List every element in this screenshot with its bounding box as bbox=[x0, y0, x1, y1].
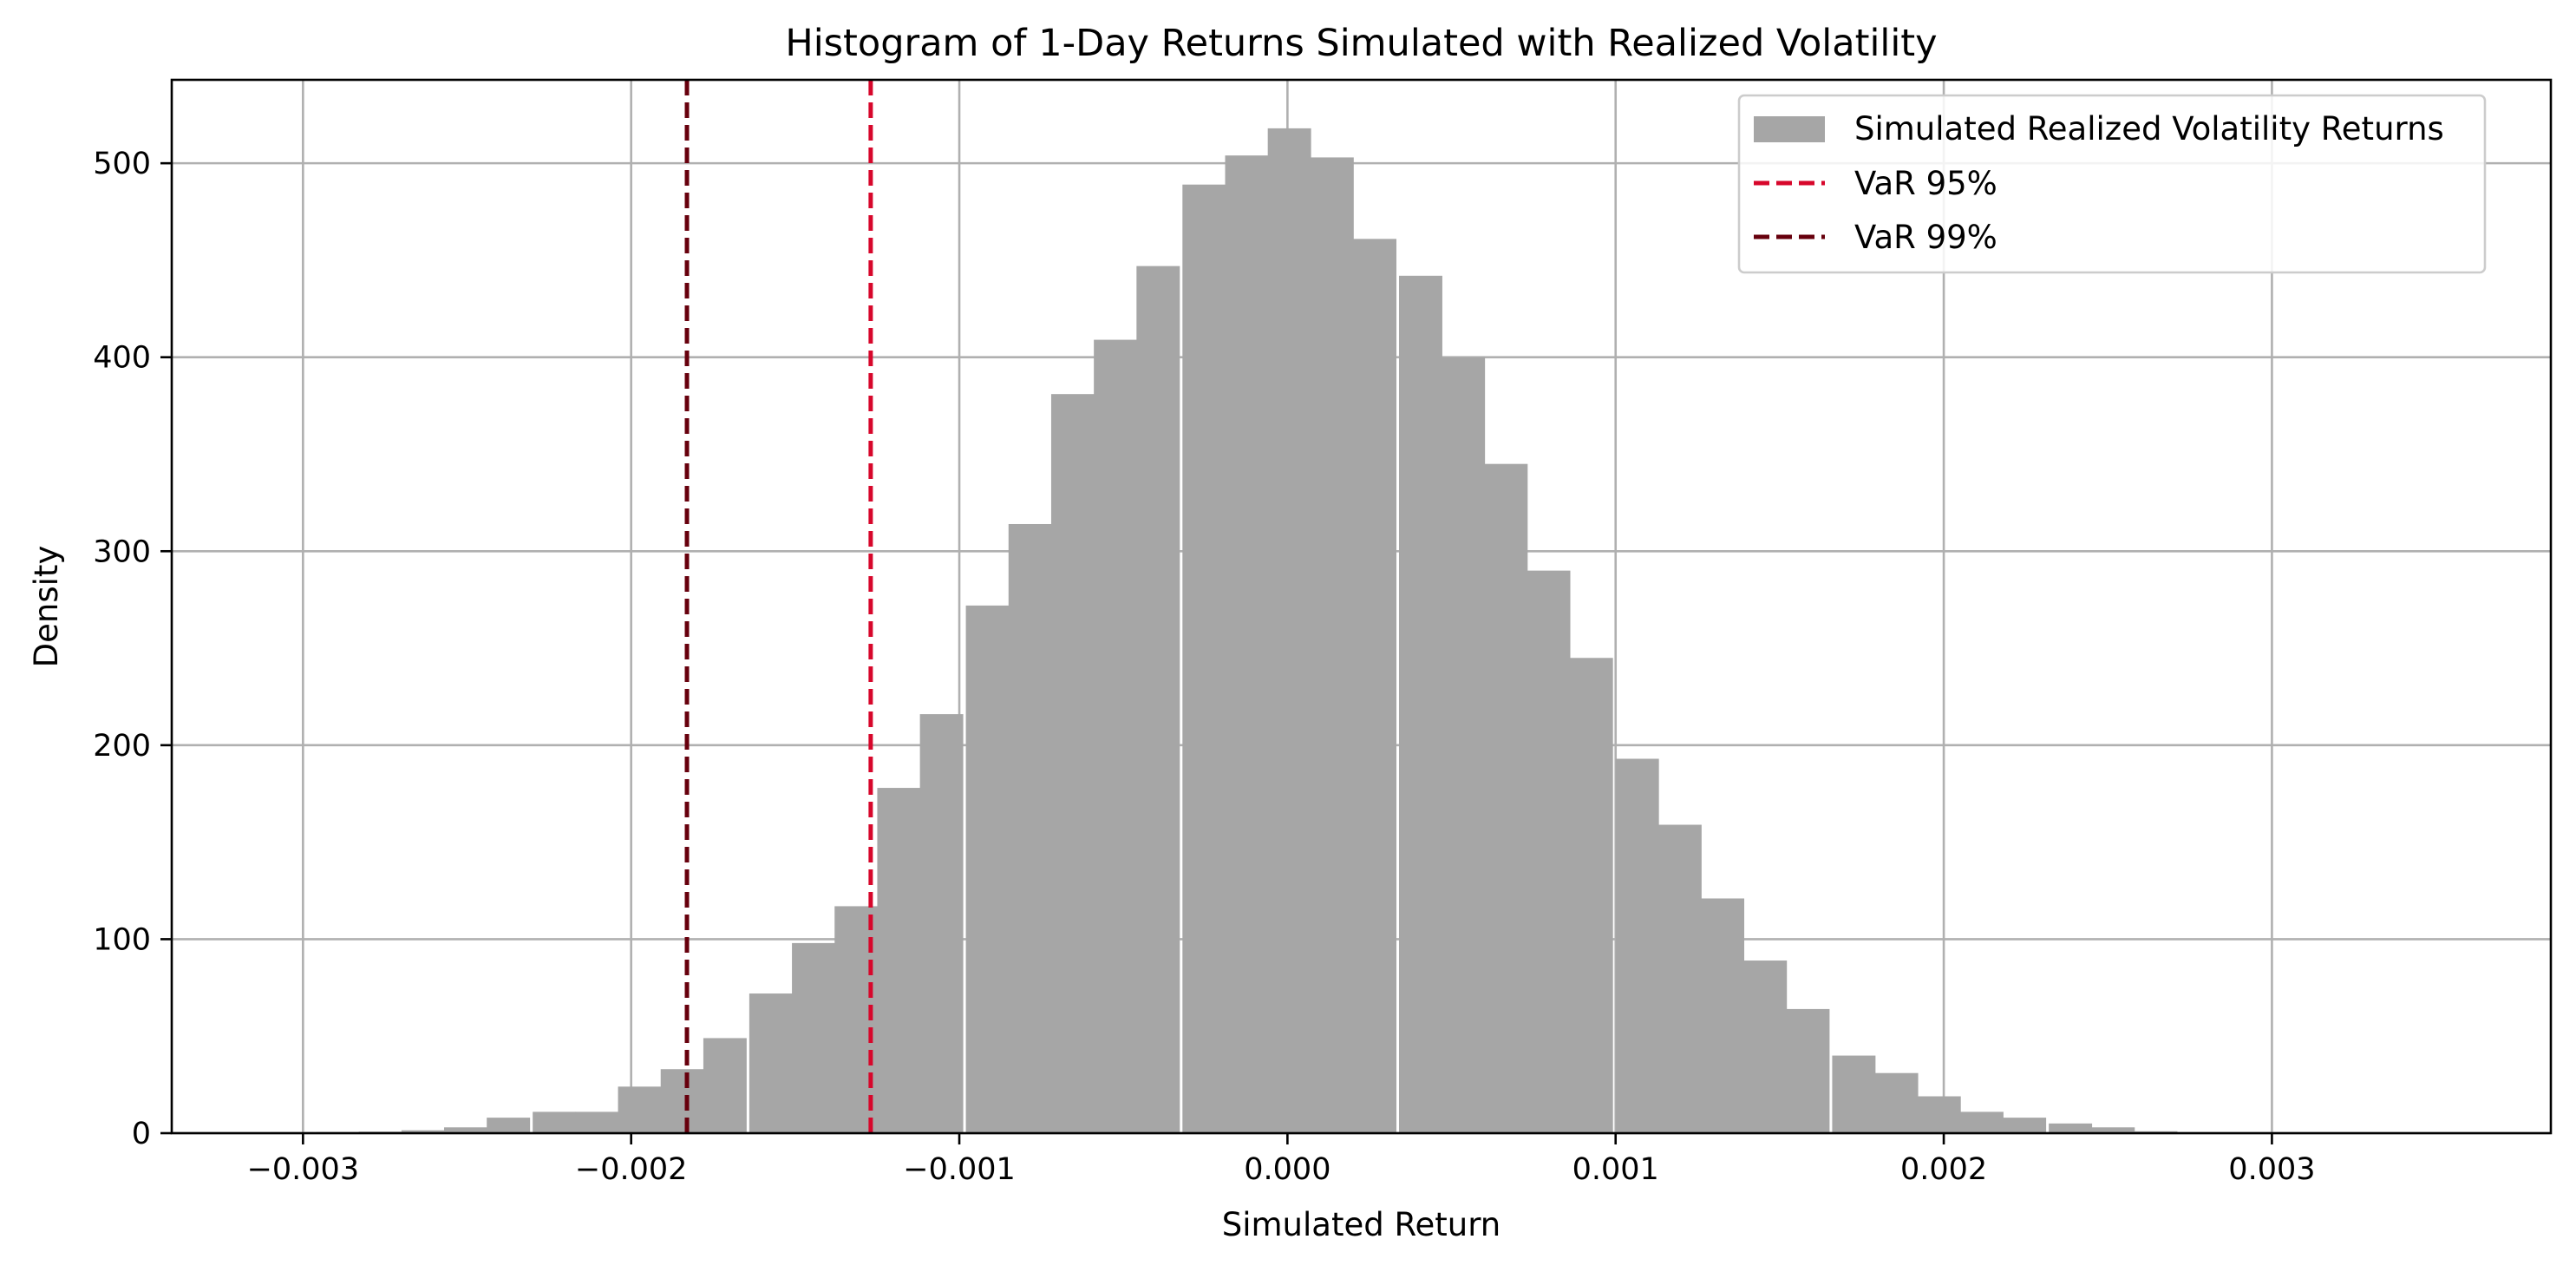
x-tick-label: 0.001 bbox=[1572, 1152, 1659, 1187]
histogram-bar bbox=[660, 1069, 704, 1133]
histogram-bar bbox=[533, 1111, 577, 1133]
histogram-bar bbox=[749, 993, 793, 1133]
legend-entry-var95: VaR 95% bbox=[1854, 165, 1997, 202]
histogram-bar bbox=[1267, 128, 1311, 1133]
histogram-bar bbox=[1442, 357, 1486, 1134]
y-tick-label: 0 bbox=[132, 1117, 151, 1151]
histogram-bar bbox=[1050, 394, 1095, 1133]
histogram-bar bbox=[1094, 339, 1138, 1133]
x-tick-label: 0.003 bbox=[2228, 1152, 2315, 1187]
x-tick-label: 0.000 bbox=[1244, 1152, 1330, 1187]
histogram-bar bbox=[1569, 658, 1613, 1133]
histogram-bar bbox=[1657, 824, 1702, 1133]
histogram-bar bbox=[1484, 463, 1528, 1133]
histogram-bar bbox=[703, 1038, 747, 1133]
legend-entry-histogram: Simulated Realized Volatility Returns bbox=[1854, 110, 2444, 148]
histogram-bar bbox=[1225, 155, 1269, 1134]
histogram-bar bbox=[919, 714, 964, 1133]
x-tick-label: −0.002 bbox=[575, 1152, 688, 1187]
histogram-bar bbox=[1832, 1055, 1876, 1133]
y-tick-label: 200 bbox=[93, 729, 151, 764]
histogram-bar bbox=[877, 788, 921, 1133]
legend-entry-var99: VaR 99% bbox=[1854, 219, 1997, 256]
histogram-bar bbox=[1008, 523, 1052, 1133]
histogram-bar bbox=[575, 1111, 619, 1133]
legend: Simulated Realized Volatility Returns Va… bbox=[1737, 94, 2487, 274]
histogram-bar bbox=[2091, 1127, 2135, 1133]
histogram-bar bbox=[1786, 1008, 1830, 1133]
histogram-bar bbox=[1527, 570, 1571, 1133]
x-tick-label: −0.003 bbox=[247, 1152, 360, 1187]
histogram-bar bbox=[792, 942, 836, 1133]
histogram-bar bbox=[618, 1086, 662, 1133]
y-tick-label: 500 bbox=[93, 147, 151, 181]
y-tick-label: 400 bbox=[93, 341, 151, 376]
x-axis-ticks: −0.003 −0.002 −0.001 0.000 0.001 0.002 0.003 bbox=[247, 1133, 2316, 1187]
histogram-bar bbox=[1353, 239, 1396, 1134]
histogram-bar bbox=[444, 1127, 487, 1133]
y-tick-label: 100 bbox=[93, 922, 151, 957]
y-tick-label: 300 bbox=[93, 534, 151, 569]
x-axis-label: Simulated Return bbox=[1222, 1206, 1501, 1243]
histogram-bar bbox=[1959, 1111, 2004, 1133]
histogram-bar bbox=[2049, 1123, 2093, 1133]
histogram-bar bbox=[1310, 157, 1354, 1134]
x-tick-label: 0.002 bbox=[1900, 1152, 1987, 1187]
var-lines bbox=[684, 80, 873, 1133]
histogram-bar bbox=[965, 605, 1010, 1133]
histogram-bar bbox=[1917, 1096, 1961, 1133]
histogram-bar bbox=[487, 1118, 531, 1133]
plot-frame bbox=[170, 78, 2553, 1135]
histogram-bar bbox=[2003, 1118, 2047, 1133]
histogram-bar bbox=[1182, 184, 1226, 1134]
histogram-bars bbox=[227, 128, 2351, 1134]
histogram-bar bbox=[1136, 266, 1180, 1133]
x-tick-label: −0.001 bbox=[903, 1152, 1016, 1187]
histogram-bar bbox=[1743, 961, 1788, 1133]
y-axis-label: Density bbox=[28, 546, 65, 668]
legend-box bbox=[1737, 94, 2487, 274]
histogram-bar bbox=[1615, 758, 1659, 1133]
histogram-bar bbox=[401, 1130, 445, 1133]
y-axis-ticks: 0 100 200 300 400 500 bbox=[93, 147, 172, 1151]
legend-swatch-histogram bbox=[1754, 116, 1825, 142]
histogram-bar bbox=[1399, 275, 1442, 1133]
chart-title: Histogram of 1-Day Returns Simulated wit… bbox=[785, 22, 1937, 65]
histogram-bar bbox=[1874, 1072, 1919, 1133]
histogram-bar bbox=[1701, 898, 1745, 1133]
